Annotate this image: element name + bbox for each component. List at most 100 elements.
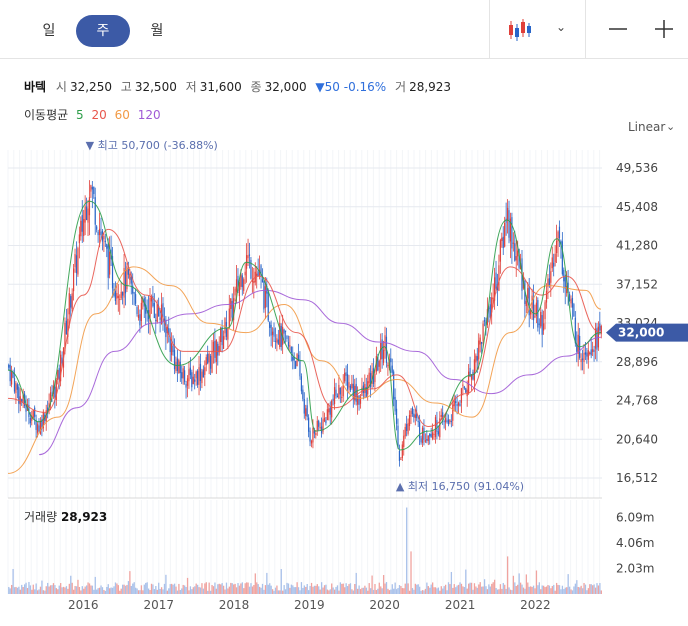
volume-bar	[492, 582, 494, 594]
volume-bar	[593, 584, 595, 594]
candle-body	[369, 373, 372, 387]
candle-body	[181, 372, 183, 379]
candle-body	[426, 439, 428, 441]
candle-body	[583, 352, 585, 362]
volume-bar	[158, 582, 160, 594]
volume-bar	[558, 585, 561, 594]
candle-body	[316, 420, 318, 431]
volume-bar	[579, 587, 581, 594]
volume-bar	[518, 573, 520, 594]
candle-body	[465, 388, 467, 393]
candle-body	[169, 336, 171, 353]
volume-bar	[185, 586, 187, 594]
volume-bar	[482, 586, 484, 594]
candle-body	[305, 408, 307, 416]
volume-bar	[146, 582, 148, 594]
close-value: 32,000	[264, 80, 307, 94]
candle-body	[188, 369, 190, 382]
volume-bar	[60, 583, 62, 594]
volume-bar	[109, 588, 111, 594]
volume-bar	[531, 586, 533, 594]
candle-body	[397, 425, 399, 449]
volume-bar	[209, 590, 212, 594]
volume-bar	[279, 590, 281, 594]
candle-body	[93, 186, 95, 195]
candle-body	[453, 400, 455, 407]
chevron-down-icon[interactable]: ⌄	[666, 120, 676, 133]
volume-bar	[51, 585, 53, 594]
volume-bar	[498, 589, 500, 594]
volume-bar	[328, 590, 330, 594]
candle-body	[492, 297, 494, 300]
volume-bar	[293, 587, 295, 594]
volume-bar	[486, 589, 489, 594]
volume-bar	[55, 588, 57, 594]
volume-bar	[253, 585, 255, 594]
ma-legend-60: 60	[114, 108, 130, 122]
volume-bar	[49, 585, 52, 594]
candle-body	[476, 356, 478, 361]
current-price-label: 32,000	[618, 326, 664, 340]
volume-bar	[117, 585, 119, 594]
tab-daily[interactable]: 일	[42, 23, 56, 39]
volume-bar	[218, 583, 220, 594]
plus-icon[interactable]	[654, 19, 674, 39]
volume-bar	[537, 585, 539, 594]
time-tick-label: 2022	[520, 598, 551, 612]
volume-bar	[122, 584, 124, 594]
volume-bar	[18, 586, 20, 594]
candle-body	[457, 402, 460, 406]
volume-bar	[198, 587, 200, 594]
volume-bar	[235, 587, 238, 594]
candle-body	[577, 334, 579, 354]
volume-bar	[29, 585, 32, 594]
candle-body	[109, 251, 111, 275]
candle-body	[120, 291, 122, 299]
ma-legend-label: 이동평균	[24, 108, 69, 122]
candle-body	[235, 279, 238, 292]
minus-icon[interactable]	[608, 19, 628, 39]
tab-weekly[interactable]: 주	[76, 15, 130, 47]
volume-bar	[75, 586, 78, 594]
volume-bar	[555, 582, 558, 594]
volume-bar	[342, 583, 344, 594]
candle-body	[57, 370, 59, 380]
volume-bar	[231, 583, 233, 594]
scale-mode-selector[interactable]: Linear	[628, 120, 666, 134]
candle-body	[336, 395, 339, 398]
chart-type-selector[interactable]: ⌄	[489, 0, 586, 58]
candle-body	[544, 302, 546, 320]
candle-body	[469, 367, 471, 377]
candle-body	[532, 297, 535, 321]
volume-bar	[149, 590, 151, 594]
candle-body	[222, 336, 225, 349]
volume-bar	[214, 582, 216, 594]
volume-bar	[517, 584, 519, 594]
candle-body	[530, 310, 532, 315]
candle-body	[36, 424, 39, 433]
candle-body	[534, 315, 536, 318]
tab-monthly[interactable]: 월	[150, 23, 164, 39]
volume-label: 거	[395, 80, 407, 94]
candle-body	[328, 408, 330, 413]
candle-body	[374, 373, 376, 383]
low-label: 저	[185, 80, 197, 94]
candle-body	[159, 317, 161, 320]
candle-body	[130, 276, 132, 284]
volume-bar	[424, 588, 427, 594]
volume-bar	[65, 586, 68, 594]
candle-body	[430, 433, 432, 438]
volume-bar	[274, 587, 277, 594]
candle-body	[258, 269, 261, 276]
chart-toolbar: 일 주 월 ⌄	[0, 0, 688, 59]
volume-bar	[465, 569, 467, 594]
candle-body	[359, 396, 362, 404]
candle-body	[548, 278, 550, 286]
candle-body	[70, 296, 72, 308]
volume-bar	[234, 583, 236, 594]
candle-body	[13, 378, 16, 392]
candle-body	[329, 407, 331, 415]
candle-body	[31, 416, 33, 421]
volume-bar	[283, 585, 285, 594]
